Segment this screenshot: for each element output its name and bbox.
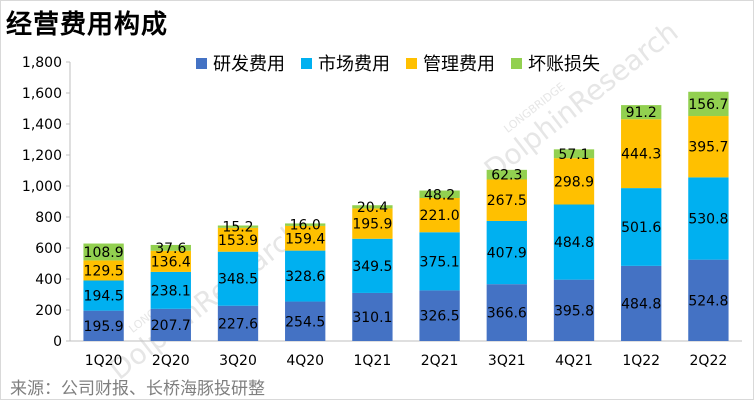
- data-label: 227.6: [218, 316, 258, 332]
- y-tick-label: 1,400: [22, 117, 62, 133]
- x-tick-label: 4Q20: [286, 353, 324, 369]
- x-tick-label: 2Q21: [421, 353, 459, 369]
- data-label: 16.0: [290, 218, 321, 234]
- data-label: 37.6: [155, 241, 186, 257]
- y-tick-label: 0: [53, 334, 62, 350]
- source-note: 来源：公司财报、长桥海豚投研整: [10, 374, 265, 399]
- y-tick-label: 600: [35, 241, 62, 257]
- data-label: 195.9: [352, 217, 392, 233]
- data-label: 349.5: [352, 259, 392, 275]
- data-label: 328.6: [285, 269, 325, 285]
- data-label: 375.1: [420, 254, 460, 270]
- data-label: 238.1: [151, 283, 191, 299]
- data-label: 91.2: [626, 105, 657, 121]
- x-tick-label: 4Q21: [555, 353, 593, 369]
- data-label: 156.7: [688, 97, 728, 113]
- data-label: 407.9: [487, 246, 527, 262]
- x-tick-label: 2Q20: [152, 353, 190, 369]
- x-tick-label: 1Q21: [354, 353, 392, 369]
- data-label: 221.0: [420, 208, 460, 224]
- x-tick-label: 2Q22: [690, 353, 728, 369]
- data-label: 195.9: [84, 319, 124, 335]
- data-label: 267.5: [487, 193, 527, 209]
- y-tick-label: 200: [35, 303, 62, 319]
- data-label: 194.5: [84, 289, 124, 305]
- data-label: 15.2: [222, 220, 253, 236]
- y-tick-label: 1,200: [22, 148, 62, 164]
- y-tick-label: 400: [35, 272, 62, 288]
- data-label: 348.5: [218, 272, 258, 288]
- data-label: 20.4: [357, 200, 388, 216]
- data-label: 62.3: [491, 168, 522, 184]
- data-label: 395.8: [554, 303, 594, 319]
- y-tick-label: 1,800: [22, 55, 62, 71]
- data-label: 484.8: [554, 235, 594, 251]
- y-tick-label: 1,000: [22, 179, 62, 195]
- x-tick-label: 1Q22: [622, 353, 660, 369]
- data-label: 501.6: [621, 220, 661, 236]
- data-label: 484.8: [621, 296, 661, 312]
- y-tick-label: 800: [35, 210, 62, 226]
- data-label: 48.2: [424, 187, 455, 203]
- x-tick-label: 3Q20: [219, 353, 257, 369]
- data-label: 108.9: [84, 245, 124, 261]
- data-label: 310.1: [352, 310, 392, 326]
- data-label: 254.5: [285, 314, 325, 330]
- data-label: 207.7: [151, 318, 191, 334]
- data-label: 298.9: [554, 174, 594, 190]
- x-tick-label: 1Q20: [85, 353, 123, 369]
- data-label: 524.8: [688, 293, 728, 309]
- data-label: 326.5: [420, 309, 460, 325]
- data-label: 366.6: [487, 306, 527, 322]
- data-label: 57.1: [558, 147, 589, 163]
- data-label: 129.5: [84, 263, 124, 279]
- data-label: 530.8: [688, 212, 728, 228]
- x-tick-label: 3Q21: [488, 353, 526, 369]
- data-label: 444.3: [621, 147, 661, 163]
- data-label: 395.7: [688, 140, 728, 156]
- y-tick-label: 1,600: [22, 86, 62, 102]
